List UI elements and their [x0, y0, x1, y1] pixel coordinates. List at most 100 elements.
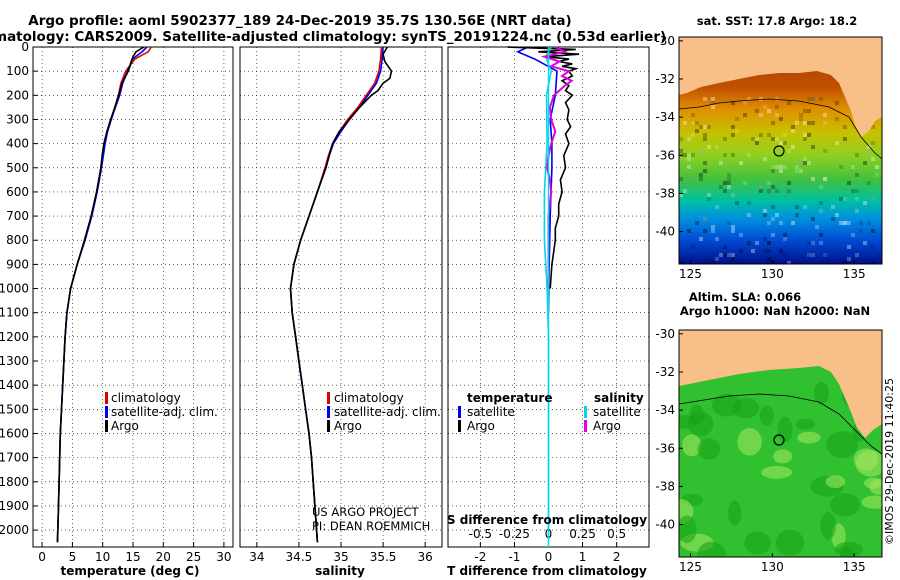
- salinity-legend: climatology satellite-adj. clim. Argo: [327, 391, 441, 433]
- sst-pixel: [783, 141, 787, 145]
- y-tick-label: 400: [6, 137, 29, 151]
- map-x-tick-label: 135: [843, 267, 866, 281]
- sla-map-title-2: Argo h1000: NaN h2000: NaN: [680, 304, 870, 318]
- map-x-tick-label: 130: [761, 267, 784, 281]
- series-line-temperature-argo: [507, 46, 580, 289]
- legend-swatch-s-satellite: [584, 406, 587, 418]
- sst-pixel: [803, 109, 807, 113]
- sst-pixel: [807, 97, 811, 101]
- sst-pixel: [795, 213, 799, 217]
- y-tick-label: 1600: [0, 426, 29, 440]
- sst-pixel: [695, 129, 699, 133]
- sst-pixel: [755, 141, 759, 145]
- sst-pixel: [727, 221, 731, 225]
- map-y-tick-label: -38: [655, 479, 675, 493]
- sst-pixel: [875, 165, 879, 169]
- sla-blob: [861, 495, 882, 509]
- map-x-tick-label: 135: [843, 560, 866, 574]
- legend-swatch-argo: [327, 420, 330, 432]
- legend-label-s-argo: Argo: [593, 419, 621, 433]
- sst-pixel: [695, 221, 699, 225]
- sst-pixel: [703, 217, 707, 221]
- t-difference-xlabel: T difference from climatology: [447, 564, 647, 578]
- legend-swatch-climatology: [105, 392, 108, 404]
- sst-pixel: [831, 205, 835, 209]
- sst-pixel: [815, 225, 819, 229]
- sst-pixel: [679, 193, 683, 197]
- sst-pixel: [843, 197, 847, 201]
- sst-pixel: [731, 257, 735, 261]
- sla-map-title-1: Altim. SLA: 0.066: [689, 290, 801, 304]
- sst-pixel: [767, 189, 771, 193]
- y-tick-label: 1900: [0, 499, 29, 513]
- sst-pixel: [699, 177, 703, 181]
- sst-pixel: [703, 229, 707, 233]
- sst-pixel: [767, 257, 771, 261]
- sst-pixel: [755, 137, 759, 141]
- map-y-tick-label: -36: [655, 441, 675, 455]
- x-tick-label: 35: [333, 550, 348, 564]
- sst-pixel: [683, 153, 687, 157]
- map-y-tick-label: -38: [655, 186, 675, 200]
- x-tick-label: 10: [95, 550, 110, 564]
- sst-pixel: [707, 193, 711, 197]
- sst-pixel: [867, 149, 871, 153]
- sst-pixel: [779, 165, 783, 169]
- sst-pixel: [715, 257, 719, 261]
- x-tick-label: -1: [508, 550, 520, 564]
- sst-pixel: [723, 137, 727, 141]
- sst-pixel: [811, 217, 815, 221]
- map-y-tick-label: -34: [655, 110, 675, 124]
- sst-pixel: [759, 185, 763, 189]
- sst-pixel: [807, 121, 811, 125]
- sst-pixel: [763, 237, 767, 241]
- sst-pixel: [783, 253, 787, 257]
- sst-pixel: [787, 149, 791, 153]
- y-tick-label: 1800: [0, 475, 29, 489]
- sst-pixel: [763, 157, 767, 161]
- sst-pixel: [707, 145, 711, 149]
- y-tick-label: 1200: [0, 330, 29, 344]
- sst-pixel: [731, 225, 735, 229]
- sst-pixel: [811, 253, 815, 257]
- sst-pixel: [779, 117, 783, 121]
- sst-pixel: [843, 261, 847, 264]
- s-tick-label: -0.5: [469, 527, 492, 541]
- y-tick-label: 500: [6, 161, 29, 175]
- sst-pixel: [835, 213, 839, 217]
- sla-blob: [773, 449, 793, 464]
- sst-pixel: [823, 177, 827, 181]
- sst-pixel: [819, 241, 823, 245]
- sst-pixel: [855, 197, 859, 201]
- sst-pixel: [771, 137, 775, 141]
- x-tick-label: 0: [38, 550, 46, 564]
- sla-blob: [775, 529, 804, 556]
- sst-pixel: [751, 249, 755, 253]
- sst-pixel: [763, 249, 767, 253]
- series-line-argo: [56, 46, 145, 543]
- imos-credit: ©IMOS 29-Dec-2019 11:40:25: [883, 378, 896, 545]
- legend-swatch-s-argo: [584, 420, 587, 432]
- sst-pixel: [859, 229, 863, 233]
- sst-pixel: [775, 113, 779, 117]
- sst-pixel: [723, 253, 727, 257]
- legend-label-climatology: climatology: [334, 391, 404, 405]
- sst-pixel: [759, 189, 763, 193]
- x-tick-label: 1: [579, 550, 587, 564]
- sst-pixel: [783, 237, 787, 241]
- sst-pixel: [739, 161, 743, 165]
- sla-blob: [825, 475, 846, 489]
- sst-pixel: [787, 189, 791, 193]
- sst-pixel: [755, 141, 759, 145]
- sst-pixel: [687, 157, 691, 161]
- sst-pixel: [843, 221, 847, 225]
- sst-pixel: [775, 97, 779, 101]
- sst-pixel: [691, 113, 695, 117]
- sst-pixel: [711, 225, 715, 229]
- legend-label-satellite: satellite-adj. clim.: [334, 405, 441, 419]
- sla-blob: [855, 450, 882, 477]
- sst-pixel: [759, 97, 763, 101]
- sla-blob: [697, 438, 721, 460]
- sst-pixel: [679, 261, 683, 264]
